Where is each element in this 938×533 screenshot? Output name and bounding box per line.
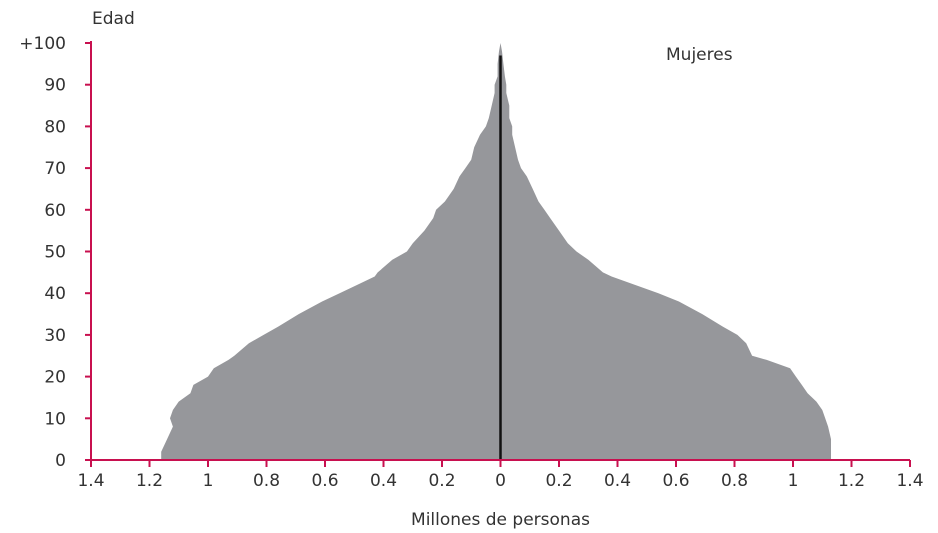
y-tick-label: 70 [44,159,66,179]
x-tick-label: 0.6 [662,471,689,491]
population-area-layer [161,43,831,460]
y-tick-label: 90 [44,76,66,96]
x-tick-label: 0.4 [370,471,397,491]
y-tick-label: 30 [44,326,66,346]
y-tick-label: 80 [44,117,66,137]
x-tick-label: 0 [495,471,506,491]
x-tick-label: 1.4 [896,471,923,491]
x-tick-label: 1.2 [136,471,163,491]
y-tick-label: 20 [44,368,66,388]
area-right [500,43,831,460]
y-tick-label: 50 [44,243,66,263]
y-tick-label: 0 [55,451,66,471]
x-tick-label: 0.8 [721,471,748,491]
x-tick-label: 0.4 [604,471,631,491]
x-tick-label: 0.2 [545,471,572,491]
annotation-mujeres: Mujeres [666,45,733,65]
x-tick-label: 0.6 [311,471,338,491]
y-tick-label: 10 [44,409,66,429]
y-tick-label: +100 [19,34,66,54]
x-tick-label: 1 [203,471,214,491]
x-axis-title: Millones de personas [411,510,590,530]
x-tick-label: 0.8 [253,471,280,491]
y-axis-title: Edad [92,9,135,29]
x-tick-label: 0.2 [428,471,455,491]
y-tick-label: 40 [44,284,66,304]
x-tick-label: 1.4 [77,471,104,491]
x-tick-label: 1 [788,471,799,491]
x-tick-label: 1.2 [838,471,865,491]
area-left [161,43,501,460]
y-tick-label: 60 [44,201,66,221]
